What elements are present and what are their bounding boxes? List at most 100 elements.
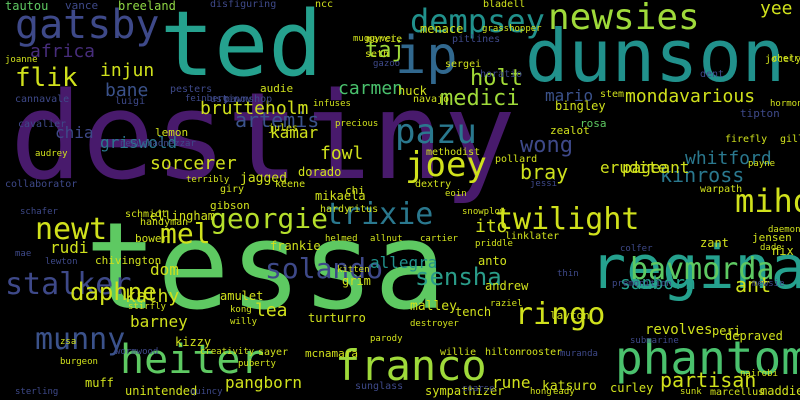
word: bane	[105, 80, 149, 101]
word: schmidt	[125, 209, 168, 220]
word: dextry	[415, 179, 452, 190]
word: mondavarious	[625, 86, 756, 107]
word: gibson	[210, 199, 250, 212]
word: jules	[268, 123, 299, 134]
word: grim	[342, 274, 371, 288]
word: kizzy	[175, 335, 212, 349]
word: frankie	[270, 239, 321, 253]
word: coarse	[462, 384, 495, 394]
word: newt	[35, 212, 108, 247]
word: sanborn	[620, 273, 696, 294]
word: zant	[700, 236, 729, 250]
word: injun	[100, 60, 155, 81]
word: bray	[520, 160, 569, 184]
word: snowplow	[462, 207, 506, 217]
word: carmen	[338, 78, 404, 99]
word: marcie	[366, 34, 403, 45]
word: marcellus	[710, 387, 765, 398]
word: jagged	[240, 171, 287, 186]
word: lewton	[45, 257, 78, 267]
word: phantom	[615, 331, 800, 385]
word: turturro	[308, 311, 366, 325]
word: heiter	[120, 337, 265, 383]
word: schafer	[20, 207, 58, 217]
word: mario	[545, 86, 594, 105]
word: chi	[345, 184, 365, 197]
word: ant	[735, 273, 772, 297]
word: horatio	[480, 69, 523, 80]
word: hardy	[320, 204, 351, 215]
word: stem	[600, 89, 625, 100]
word: helmed	[325, 234, 358, 244]
word: colfer	[620, 244, 653, 254]
word: nairobi	[740, 369, 778, 379]
word: tipton	[740, 107, 780, 120]
word: dempsey	[410, 2, 545, 40]
word: pitlines	[452, 34, 501, 45]
word: sergei	[445, 59, 482, 70]
word: chivington	[95, 254, 162, 267]
word: kong	[230, 305, 252, 315]
word: priddle	[475, 239, 513, 249]
word: kamar	[270, 123, 319, 142]
word: allegra	[370, 253, 438, 272]
word: flik	[15, 63, 78, 93]
word: giry	[220, 184, 245, 195]
word: griswold	[100, 133, 178, 152]
word: mikaela	[315, 189, 366, 203]
word: sayer	[258, 347, 289, 358]
word: tench	[455, 305, 492, 319]
word: daemon	[768, 225, 800, 235]
word: newsies	[548, 0, 700, 38]
word: brutteholm	[200, 98, 309, 119]
word: cavalier	[18, 119, 67, 130]
word: mel	[160, 217, 211, 250]
word: submarine	[630, 336, 679, 346]
word: methodist	[426, 147, 481, 158]
word: mewsie	[752, 279, 785, 289]
word: keene	[275, 179, 306, 190]
word: wormwood	[115, 347, 159, 357]
word: stalker	[5, 267, 132, 302]
word: artemis	[235, 108, 320, 132]
word: rooster	[520, 347, 563, 358]
word: dorado	[298, 165, 342, 179]
word: parody	[370, 334, 403, 344]
word: daphne	[70, 278, 157, 306]
word: mcnamara	[305, 347, 358, 360]
word: muff	[85, 376, 114, 390]
word: kinross	[660, 163, 745, 187]
word: jensen	[752, 231, 792, 244]
word: sunglass	[355, 381, 404, 392]
word: revolves	[645, 322, 713, 338]
word: ritus	[348, 204, 379, 215]
word: raziel	[490, 299, 523, 309]
word: yee	[760, 0, 793, 19]
word: jessi	[530, 179, 558, 189]
word: ted	[160, 0, 323, 97]
word: vance	[65, 0, 99, 12]
word: hormone	[770, 99, 800, 109]
word: georgie	[210, 202, 329, 235]
word: precious	[335, 119, 379, 129]
word: munny	[35, 322, 126, 357]
word: eoin	[445, 189, 467, 199]
word: curley	[610, 381, 654, 395]
word: infuses	[313, 99, 351, 109]
word: nebuchadnezzar	[120, 139, 196, 149]
word: nix	[772, 244, 794, 258]
word: partisan	[660, 368, 757, 392]
word: gatsby	[15, 2, 160, 48]
word: zealot	[550, 124, 590, 137]
word: ringo	[515, 297, 606, 332]
word: medici	[440, 86, 520, 111]
word: pazu	[395, 112, 477, 152]
word: twilight	[495, 202, 640, 237]
word: lemon	[155, 126, 189, 139]
word: linklater	[505, 231, 560, 242]
word: terribly	[186, 175, 230, 185]
word: seth	[365, 49, 390, 60]
word: erudite	[600, 158, 668, 177]
word: ito	[475, 216, 508, 237]
word: lea	[255, 300, 288, 321]
